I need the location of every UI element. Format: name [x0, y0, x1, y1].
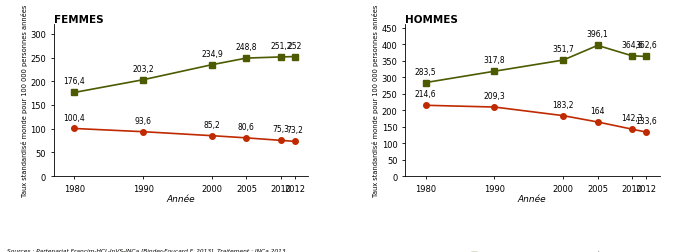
Text: 209,3: 209,3	[484, 92, 505, 101]
Text: 214,6: 214,6	[415, 90, 437, 99]
Text: 283,5: 283,5	[415, 67, 437, 76]
Text: 73,2: 73,2	[286, 126, 303, 135]
Text: 93,6: 93,6	[135, 116, 151, 125]
Text: 252: 252	[287, 41, 302, 50]
Text: 396,1: 396,1	[587, 30, 608, 39]
Text: 133,6: 133,6	[635, 117, 657, 125]
Text: 183,2: 183,2	[553, 100, 574, 109]
X-axis label: Année: Année	[167, 194, 195, 203]
Text: 75,3: 75,3	[273, 125, 289, 134]
Text: 85,2: 85,2	[204, 120, 221, 129]
Y-axis label: Taux standardisé monde pour 100 000 personnes années: Taux standardisé monde pour 100 000 pers…	[21, 5, 28, 197]
Text: 80,6: 80,6	[238, 122, 255, 131]
Text: 251,2: 251,2	[270, 42, 291, 51]
Text: Sources : Partenariat Francim-HCL-InVS-INCa [Binder-Foucard F. 2013]. Traitement: Sources : Partenariat Francim-HCL-InVS-I…	[7, 247, 287, 252]
Text: 362,6: 362,6	[635, 41, 657, 50]
Text: 317,8: 317,8	[484, 56, 505, 65]
Text: HOMMES: HOMMES	[405, 14, 458, 24]
Text: 234,9: 234,9	[201, 50, 223, 58]
Text: 364,6: 364,6	[621, 41, 643, 50]
Legend: Incidence, Mortalité: Incidence, Mortalité	[464, 251, 600, 252]
Text: 100,4: 100,4	[64, 113, 85, 122]
Text: 203,2: 203,2	[133, 65, 154, 74]
Text: 176,4: 176,4	[64, 77, 85, 86]
Text: 248,8: 248,8	[236, 43, 257, 52]
X-axis label: Année: Année	[518, 194, 546, 203]
Text: FEMMES: FEMMES	[54, 14, 104, 24]
Text: 142,3: 142,3	[621, 114, 643, 123]
Legend: Incidence, Mortalité: Incidence, Mortalité	[113, 251, 250, 252]
Text: 164: 164	[590, 107, 605, 116]
Y-axis label: Taux standardisé monde pour 100 000 personnes années: Taux standardisé monde pour 100 000 pers…	[371, 5, 379, 197]
Text: 351,7: 351,7	[553, 45, 574, 54]
